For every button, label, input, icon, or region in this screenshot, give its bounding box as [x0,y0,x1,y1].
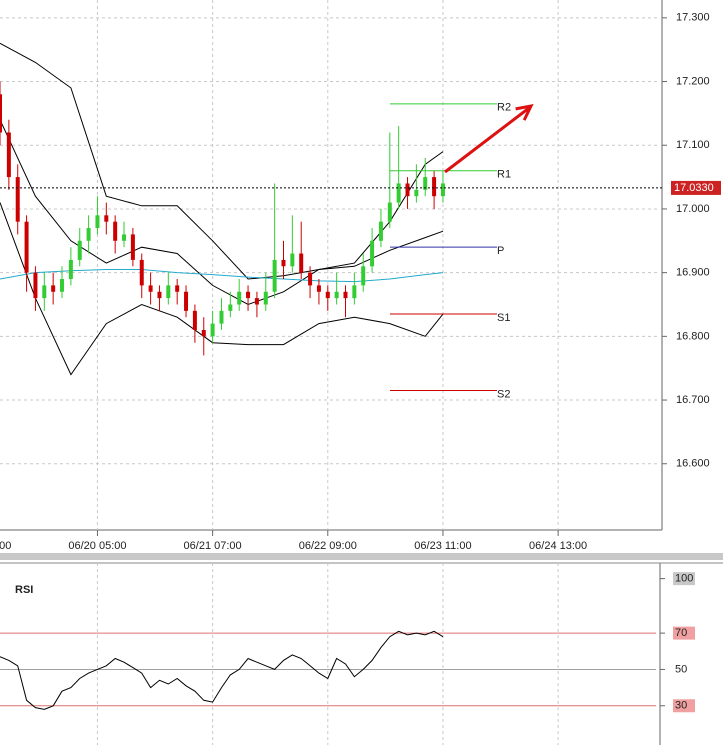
candle-body [192,310,197,330]
candle-body [272,259,277,292]
candle-body [139,259,144,286]
candle-body [228,304,233,311]
x-tick-label: 06/24 13:00 [529,540,587,552]
y-tick-label: 30 [675,700,687,712]
candle-body [396,183,401,203]
candle-body [237,291,242,305]
x-tick-label: 06/22 09:00 [299,540,357,552]
x-tick-label: 06/21 07:00 [184,540,242,552]
y-tick-box [673,626,695,640]
candle-body [414,189,419,197]
arrow-head [515,103,534,121]
candle-body [6,132,11,178]
y-tick-label: 50 [675,663,687,675]
y-tick-label: 16.700 [676,394,710,406]
x-tick-label: 06/19 03:00 [0,540,11,552]
indicator-line [0,42,444,280]
y-tick-label: 17.100 [676,139,710,151]
candle-body [387,202,392,222]
candle-body [51,285,56,292]
y-tick-label: 16.900 [676,267,710,279]
candle-body [281,259,286,267]
candle-body [33,272,38,299]
candle-body [15,177,20,222]
candle-body [378,221,383,241]
candle-body [290,253,295,267]
last-price-label: 17.0330 [674,182,714,194]
candle-body [68,259,73,280]
pivot-label: S1 [497,312,510,324]
candle-body [316,285,321,292]
price-panel: 16.600 16.700 16.800 16.900 17.000 17.100 17.2… [0,0,721,552]
candle-body [423,177,428,190]
indicator-line [0,269,444,283]
candle-body [148,285,153,292]
pivot-label: R2 [497,102,511,114]
candle-body [157,291,162,299]
x-tick-label: 06/20 05:00 [68,540,126,552]
rsi-title: RSI [15,584,33,596]
candle-body [432,177,437,197]
y-tick-box [673,699,695,713]
rsi-line [0,630,444,710]
candle-body [104,215,109,222]
candle-body [113,221,118,241]
y-tick-label: 17.200 [676,75,710,87]
candle-body [175,285,180,292]
last-price-box [671,180,721,195]
trend-arrow [444,103,534,174]
candle-body [95,215,100,229]
panel-divider [0,553,723,560]
y-tick-label: 100 [675,573,693,585]
y-tick-box [673,572,695,586]
candle-body [263,291,268,305]
x-tick-label: 06/23 11:00 [414,540,471,552]
y-tick-label: 17.000 [676,203,710,215]
candle-body [0,94,2,133]
candle-body [308,272,313,286]
candle-body [122,234,127,241]
pivot-label: P [497,245,504,257]
candle-body [201,329,206,337]
candle-body [246,291,251,299]
y-tick-label: 17.300 [676,12,710,24]
candle-body [77,240,82,260]
y-tick-label: 70 [675,627,687,639]
arrow-shaft [444,106,530,174]
candle-body [361,266,366,286]
y-tick-label: 16.600 [676,458,710,470]
candle-body [440,183,445,197]
candle-body [24,221,29,273]
candle-body [405,183,410,197]
candle-body [352,285,357,299]
candle-body [42,285,47,299]
candle-body [334,291,339,299]
indicator-line [0,119,444,306]
y-tick-label: 16.800 [676,330,710,342]
indicator-line [0,202,444,376]
pivot-label: R1 [497,169,511,181]
candle-body [86,228,91,241]
candle-body [254,298,259,305]
candle-body [184,291,189,311]
candle-body [60,279,65,292]
candle-body [299,253,304,273]
candle-body [325,291,330,299]
candle-body [343,291,348,299]
pivot-label: S2 [497,388,510,400]
candle-body [219,310,224,324]
candle-body [130,234,135,260]
rsi-panel: 30 50 70 100 [0,563,695,745]
candle-body [370,240,375,267]
candle-body [210,323,215,337]
candle-body [166,285,171,299]
